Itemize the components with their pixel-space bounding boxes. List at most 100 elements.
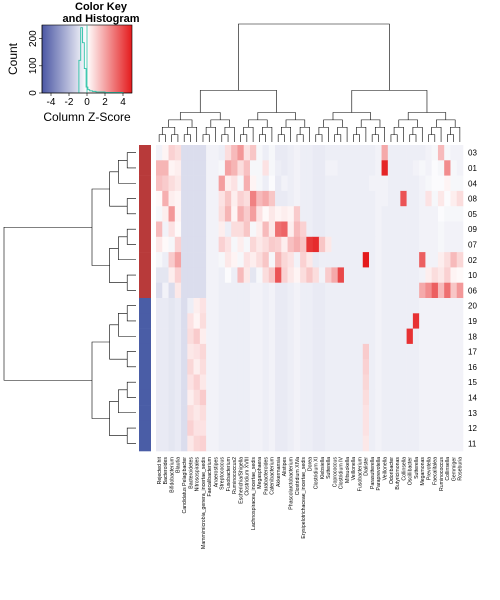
dendrogram-branch — [257, 112, 296, 120]
heatmap-cell — [375, 282, 382, 299]
heatmap-cell — [412, 343, 420, 360]
heatmap-cell — [231, 343, 238, 360]
heatmap-cell — [369, 359, 376, 375]
heatmap-cell — [249, 328, 257, 345]
heatmap-cell — [356, 221, 364, 238]
column-label: Faecalitalea — [433, 457, 439, 485]
dendrogram-branch — [91, 188, 110, 266]
column-label: Veillonella — [351, 457, 357, 480]
heatmap-cell — [287, 282, 295, 299]
heatmap-cell — [206, 145, 213, 161]
heatmap-cell — [337, 236, 345, 253]
heatmap-cell — [437, 389, 445, 406]
heatmap-cell — [300, 221, 307, 238]
heatmap-cell — [381, 160, 389, 176]
heatmap-cell — [325, 252, 332, 268]
heatmap-cell — [369, 236, 376, 253]
heatmap-cell — [249, 160, 257, 176]
heatmap-cell — [243, 282, 251, 299]
heatmap-cell — [249, 267, 257, 283]
heatmap-cell — [275, 389, 282, 406]
heatmap-cell — [162, 175, 169, 192]
heatmap-cell — [325, 313, 332, 329]
heatmap-cell — [218, 298, 226, 314]
heatmap-cell — [275, 206, 282, 222]
heatmap-cell — [293, 160, 301, 176]
heatmap-cell — [312, 221, 320, 238]
heatmap-cell — [369, 145, 376, 161]
heatmap-cell — [425, 389, 432, 406]
heatmap-cell — [318, 221, 326, 238]
heatmap-cell — [362, 175, 370, 192]
heatmap-cell — [249, 435, 257, 452]
heatmap-cell — [356, 435, 364, 452]
heatmap-cell — [281, 389, 288, 406]
color-key-x-tick-label: 0 — [84, 97, 90, 108]
heatmap-cell — [456, 190, 464, 207]
heatmap-cell — [412, 405, 420, 421]
heatmap-cell — [300, 435, 307, 452]
heatmap-cell — [394, 267, 401, 283]
dendrogram-branch — [390, 134, 398, 142]
heatmap-cell — [381, 221, 389, 238]
heatmap-cell — [356, 405, 364, 421]
heatmap-cell — [181, 190, 188, 207]
heatmap-cell — [174, 252, 182, 268]
heatmap-cell — [318, 160, 326, 176]
heatmap-cell — [412, 389, 420, 406]
dendrogram-branch — [407, 112, 447, 120]
heatmap-cell — [387, 343, 395, 360]
heatmap-cell — [362, 145, 370, 161]
heatmap-cell — [337, 420, 345, 436]
heatmap-cell — [256, 389, 263, 406]
heatmap-cell — [168, 313, 176, 329]
heatmap-cell — [206, 374, 213, 391]
heatmap-cell — [419, 206, 426, 222]
color-key-y-tick-label: 100 — [28, 57, 39, 74]
heatmap-cell — [337, 313, 345, 329]
heatmap-cell — [174, 282, 182, 299]
heatmap-cell — [406, 145, 414, 161]
heatmap-cell — [212, 405, 219, 421]
heatmap-cell — [450, 389, 458, 406]
heatmap-cell — [249, 313, 257, 329]
heatmap-cell — [406, 420, 414, 436]
heatmap-cell — [268, 252, 276, 268]
heatmap-cell — [262, 282, 270, 299]
heatmap-cell — [444, 221, 451, 238]
dendrogram-branch — [118, 160, 136, 184]
heatmap-cell — [406, 328, 414, 345]
heatmap-cell — [381, 282, 389, 299]
heatmap-cell — [212, 190, 219, 207]
heatmap-cell — [437, 405, 445, 421]
dendrogram-branch — [398, 119, 418, 128]
heatmap-cell — [318, 359, 326, 375]
row-label: 18 — [468, 332, 477, 341]
heatmap-cell — [218, 206, 226, 222]
dendrogram-branch — [356, 126, 367, 142]
heatmap-cell — [419, 359, 426, 375]
column-label: Odoribacter — [389, 457, 395, 484]
heatmap-cell — [300, 420, 307, 436]
heatmap-cell — [450, 328, 458, 345]
heatmap-cell — [212, 389, 219, 406]
heatmap-cell — [243, 313, 251, 329]
heatmap-cell — [406, 190, 414, 207]
heatmap-cell — [275, 298, 282, 314]
heatmap-cell — [343, 389, 351, 406]
heatmap-cell — [268, 359, 276, 375]
heatmap-cell — [168, 328, 176, 345]
heatmap-cell — [300, 282, 307, 299]
heatmap-cell — [406, 267, 414, 283]
heatmap-cell — [206, 313, 213, 329]
heatmap-cell — [293, 328, 301, 345]
heatmap-cell — [206, 236, 213, 253]
heatmap-cell — [156, 252, 163, 268]
heatmap-cell — [456, 420, 464, 436]
heatmap-cell — [343, 298, 351, 314]
column-label: Dialister — [364, 457, 370, 476]
heatmap-cell — [312, 389, 320, 406]
heatmap-cell — [275, 359, 282, 375]
column-label: Faecalibacterium — [207, 457, 213, 497]
heatmap-cell — [356, 328, 364, 345]
